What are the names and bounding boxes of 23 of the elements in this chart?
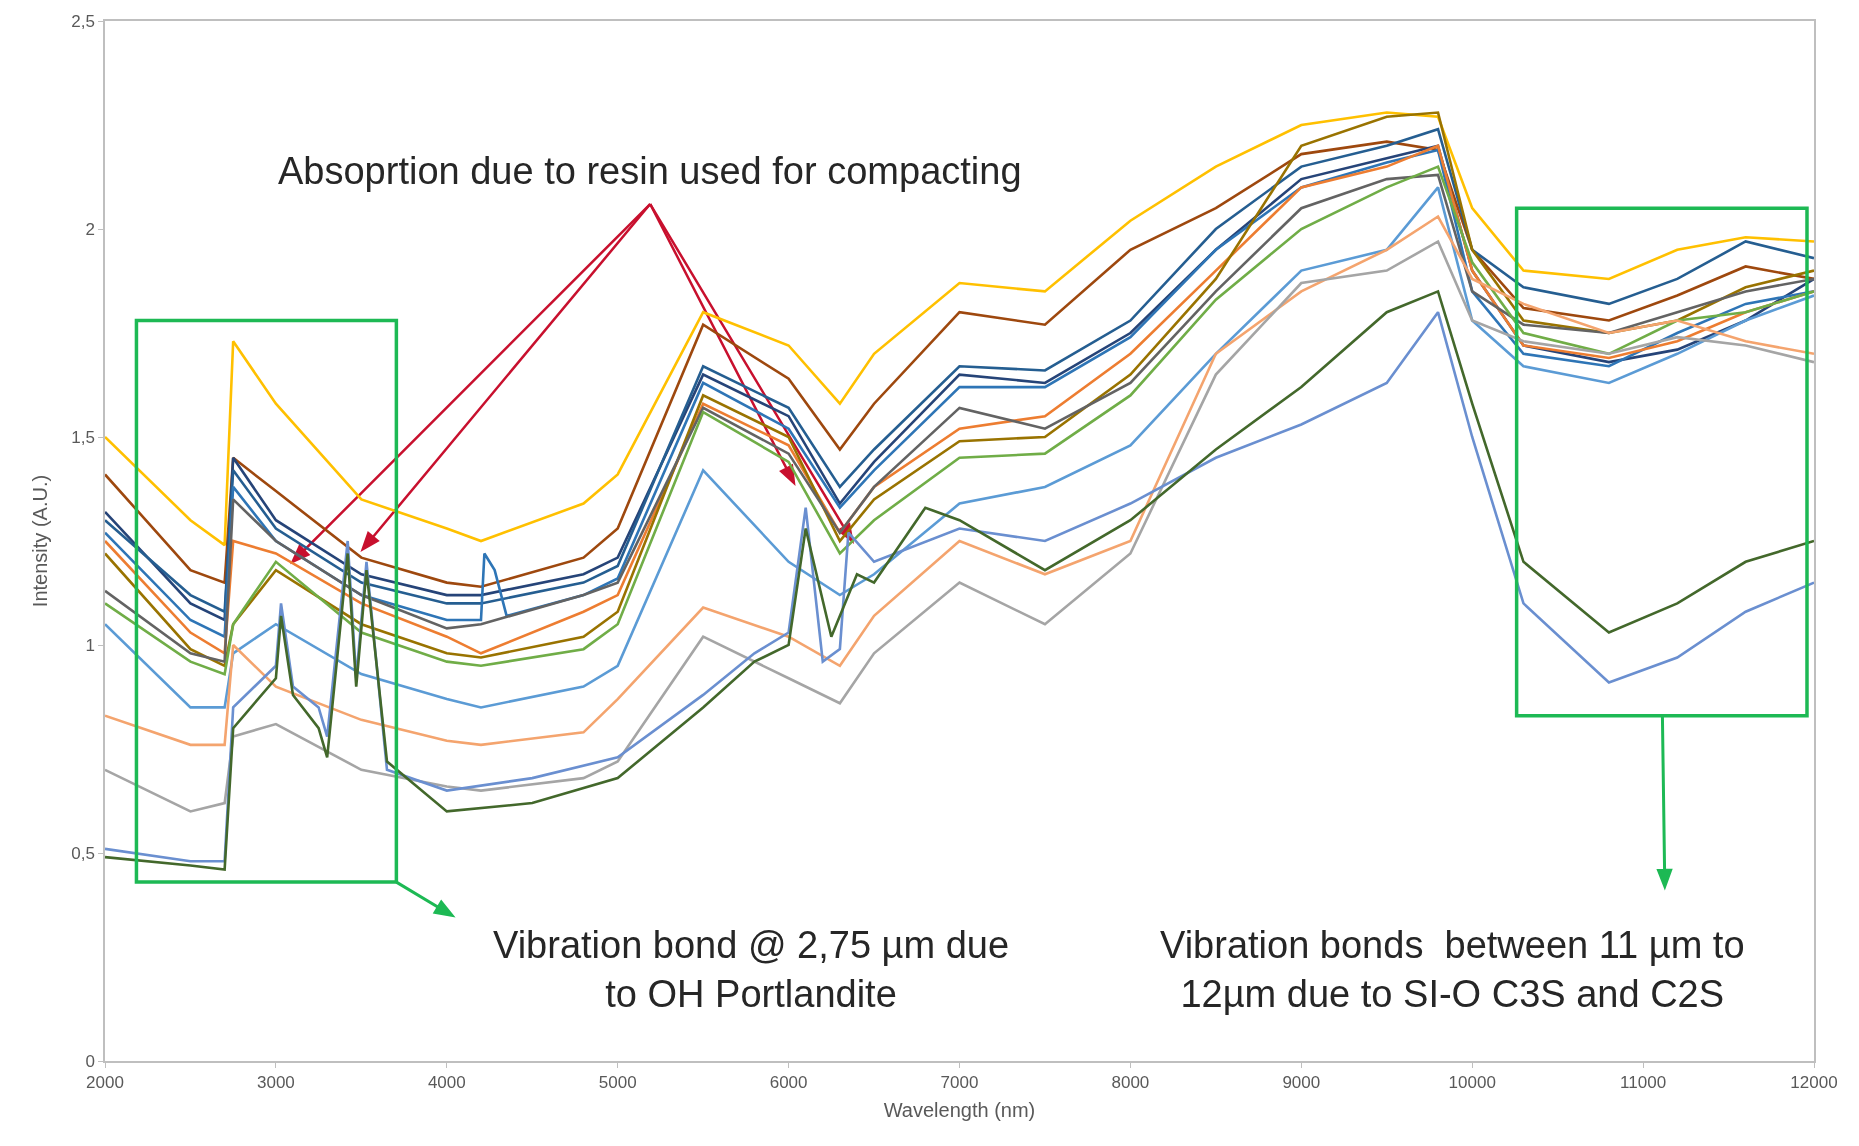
y-tick-label: 2 (85, 219, 95, 239)
x-tick-label: 2000 (86, 1073, 124, 1093)
x-tick-label: 10000 (1448, 1073, 1496, 1093)
x-tick-label: 12000 (1790, 1073, 1838, 1093)
x-tick-label: 9000 (1282, 1073, 1321, 1093)
x-tick-label: 3000 (256, 1073, 295, 1093)
x-axis-title: Wavelength (nm) (883, 1099, 1036, 1122)
y-tick-label: 0 (85, 1051, 95, 1071)
x-tick-label: 8000 (1111, 1073, 1150, 1093)
line-series (105, 240, 1814, 813)
y-tick-label: 1,5 (71, 427, 95, 447)
x-tick-label: 6000 (769, 1073, 808, 1093)
x-tick-label: 5000 (598, 1073, 637, 1093)
annotation: Vibration bonds between 11 µm to 12µm due to SI-O C3S and C2S (1160, 924, 1745, 1016)
y-tick-label: 2,5 (71, 11, 95, 31)
annotation: Vibration bond @ 2,75 µm due to OH Portlandite (493, 924, 1010, 1016)
y-tick-label: 1 (85, 635, 95, 655)
x-tick-label: 11000 (1620, 1073, 1667, 1093)
y-tick-label: 0,5 (71, 843, 95, 863)
x-tick-label: 7000 (940, 1073, 979, 1093)
annotation: Absoprtion due to resin used for compacting (278, 150, 1022, 192)
y-axis-title: Intensity (A.U.) (29, 474, 52, 608)
x-tick-label: 4000 (427, 1073, 466, 1093)
